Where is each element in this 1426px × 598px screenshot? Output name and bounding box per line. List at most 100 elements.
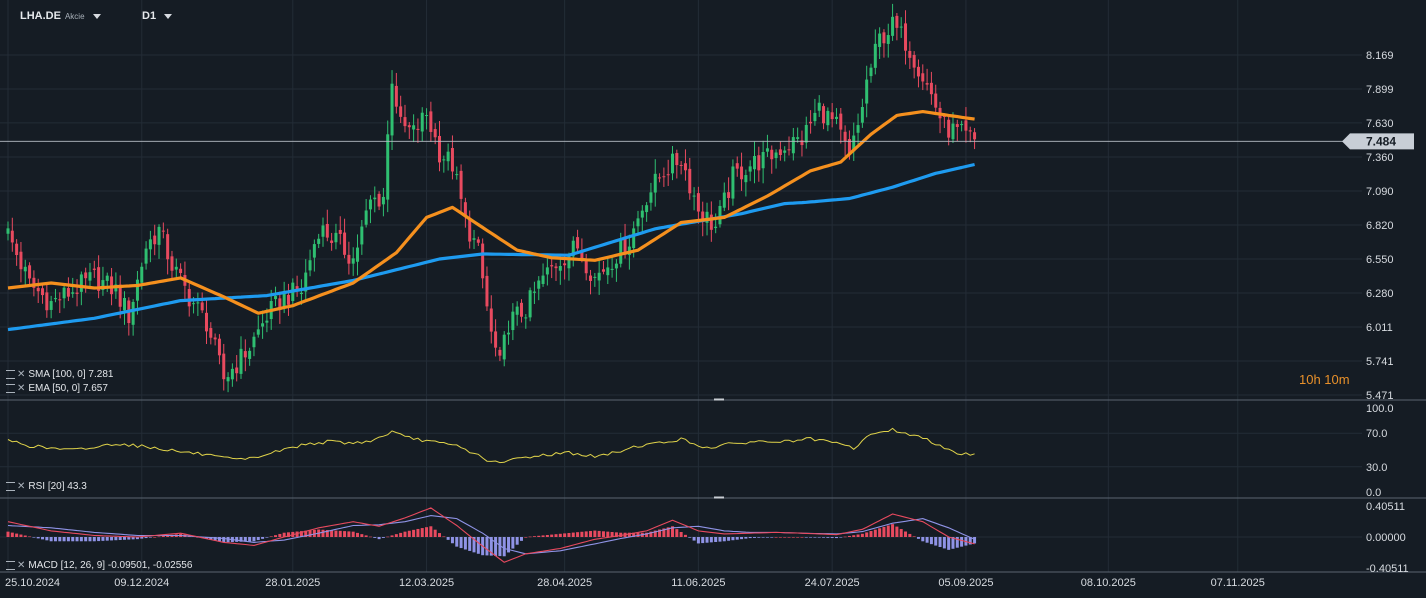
macd-histogram-bar xyxy=(153,537,157,538)
macd-histogram-bar xyxy=(524,537,528,538)
close-icon[interactable]: ✕ xyxy=(17,560,26,571)
macd-histogram-bar xyxy=(955,537,959,548)
candle-body xyxy=(153,235,157,245)
candle-body xyxy=(912,54,916,68)
macd-histogram-bar xyxy=(15,533,19,537)
macd-histogram-bar xyxy=(399,532,403,537)
menu-icon[interactable] xyxy=(6,369,15,379)
candle-body xyxy=(455,174,459,176)
price-tick-label: 6.011 xyxy=(1366,322,1393,334)
macd-histogram-bar xyxy=(351,531,355,537)
close-icon[interactable]: ✕ xyxy=(17,481,26,492)
candle-body xyxy=(619,239,623,264)
symbol-selector[interactable]: LHA.DE Akcie xyxy=(20,10,101,22)
macd-histogram-bar xyxy=(420,528,424,537)
candle-body xyxy=(481,243,485,279)
macd-histogram-bar xyxy=(123,537,127,540)
macd-histogram-bar xyxy=(722,537,726,542)
close-icon[interactable]: ✕ xyxy=(17,369,26,380)
macd-histogram-bar xyxy=(118,537,122,540)
candle-body xyxy=(343,232,347,255)
candle-body xyxy=(256,329,260,335)
candle-body xyxy=(576,237,580,249)
date-tick-label: 28.04.2025 xyxy=(537,577,592,589)
close-icon[interactable]: ✕ xyxy=(17,383,26,394)
symbol-label: LHA.DE xyxy=(20,10,61,22)
candle-body xyxy=(420,112,424,132)
candle-body xyxy=(813,112,817,122)
timeframe-selector[interactable]: D1 xyxy=(142,10,173,22)
candle-body xyxy=(787,149,791,151)
candle-body xyxy=(222,353,226,380)
rsi-tick-label: 0.0 xyxy=(1366,487,1381,499)
candle-body xyxy=(511,311,515,331)
macd-histogram-bar xyxy=(878,528,882,537)
current-price-tag xyxy=(1342,133,1414,150)
menu-icon[interactable] xyxy=(6,481,15,491)
macd-histogram-bar xyxy=(75,537,79,542)
candle-body xyxy=(955,124,959,127)
candle-body xyxy=(550,265,554,267)
candle-body xyxy=(696,193,700,212)
macd-histogram-bar xyxy=(239,537,243,542)
macd-histogram-bar xyxy=(632,532,636,537)
candle-body xyxy=(856,125,860,133)
candle-body xyxy=(770,149,774,160)
candle-body xyxy=(62,287,66,299)
candle-body xyxy=(921,73,925,82)
candle-body xyxy=(66,288,70,297)
macd-histogram-bar xyxy=(908,533,912,537)
macd-histogram-bar xyxy=(765,537,769,538)
macd-histogram-bar xyxy=(658,529,662,537)
candle-body xyxy=(32,277,36,288)
candle-body xyxy=(649,192,653,203)
macd-histogram-bar xyxy=(416,528,420,537)
candle-body xyxy=(187,289,191,307)
legend-macd-text: MACD [12, 26, 9] -0.09501, -0.02556 xyxy=(28,560,193,571)
macd-histogram-bar xyxy=(636,532,640,537)
macd-histogram-bar xyxy=(274,535,278,537)
macd-tick-label: 0.40511 xyxy=(1366,501,1405,513)
candle-body xyxy=(934,93,938,108)
candle-body xyxy=(317,238,321,244)
candle-body xyxy=(53,298,57,300)
ema-line xyxy=(7,110,975,315)
candle-body xyxy=(28,265,32,279)
candle-body xyxy=(679,164,683,166)
candle-body xyxy=(368,199,372,210)
candle-body xyxy=(213,337,217,340)
menu-icon[interactable] xyxy=(6,560,15,570)
macd-histogram-bar xyxy=(843,536,847,538)
macd-histogram-bar xyxy=(45,537,49,541)
macd-histogram-bar xyxy=(140,537,144,539)
macd-histogram-bar xyxy=(847,535,851,537)
candle-body xyxy=(192,303,196,305)
price-tick-label: 7.899 xyxy=(1366,84,1394,96)
macd-histogram-bar xyxy=(494,537,498,556)
macd-histogram-bar xyxy=(852,535,856,537)
candle-body xyxy=(463,202,467,216)
candle-body xyxy=(817,102,821,111)
candle-body xyxy=(79,274,83,292)
macd-histogram-bar xyxy=(541,535,545,537)
macd-histogram-bar xyxy=(507,537,511,553)
macd-histogram-bar xyxy=(49,537,53,542)
macd-histogram-bar xyxy=(701,537,705,544)
macd-histogram-bar xyxy=(157,536,161,538)
candle-body xyxy=(942,115,946,117)
macd-histogram-bar xyxy=(468,537,472,551)
grid-lines xyxy=(0,0,1362,572)
macd-histogram-bar xyxy=(252,537,256,542)
pane-resize-handle xyxy=(714,496,724,499)
candle-body xyxy=(908,50,912,58)
candle-body xyxy=(964,120,968,131)
rsi-tick-label: 70.0 xyxy=(1366,428,1387,440)
macd-histogram-bar xyxy=(839,537,843,538)
macd-histogram-bar xyxy=(213,537,217,541)
macd-histogram-bar xyxy=(485,537,489,556)
macd-histogram-bar xyxy=(589,530,593,537)
candle-body xyxy=(45,292,49,311)
menu-icon[interactable] xyxy=(6,383,15,393)
macd-histogram-bar xyxy=(576,532,580,537)
